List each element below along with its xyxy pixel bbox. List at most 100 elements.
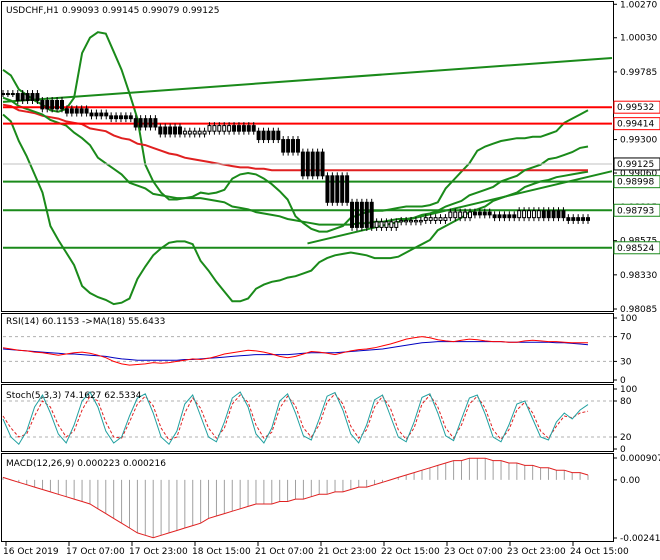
- candle-body: [241, 125, 246, 132]
- candle-body: [443, 217, 448, 221]
- candle-body: [35, 93, 40, 102]
- candle-body: [531, 210, 536, 219]
- candle-body: [458, 211, 463, 219]
- candle-body: [541, 210, 546, 219]
- main-pane-frame: [1, 1, 614, 312]
- current-price-label: 0.99125: [617, 160, 654, 170]
- candle-body: [586, 217, 590, 221]
- time-axis: 16 Oct 2019 17 Oct 07:00 17 Oct 23:00 18 Oc…: [3, 542, 629, 557]
- header-ohlc: 0.99093 0.99145 0.99079 0.99125: [62, 6, 219, 16]
- candle-body: [300, 151, 305, 177]
- candle-body: [50, 100, 55, 110]
- candle-body: [536, 210, 541, 219]
- candle-body: [340, 175, 345, 203]
- candle-body: [320, 151, 325, 177]
- resistance-label-box: [613, 100, 660, 114]
- candle-body: [266, 130, 271, 141]
- stoch-axis: 100 80 20 0: [613, 385, 637, 455]
- candle-body: [40, 100, 45, 110]
- rsi-axis-tick-label: 30: [620, 357, 632, 367]
- candle-body: [114, 115, 119, 120]
- candle-body: [551, 210, 556, 219]
- candle-body: [30, 93, 35, 102]
- candle-body: [25, 93, 30, 102]
- candle-body: [527, 210, 532, 219]
- candle-body: [463, 211, 468, 219]
- stoch-label: Stoch(5,3,3) 74.1627 62.5334: [6, 391, 142, 401]
- candle-body: [10, 93, 15, 96]
- candle-body: [123, 115, 128, 120]
- support-label: 0.98793: [617, 206, 654, 216]
- time-axis-label: 18 Oct 15:00: [192, 547, 251, 557]
- candle-body: [197, 130, 202, 135]
- support-label-box: [613, 203, 660, 217]
- support-label-box: [613, 175, 660, 189]
- main-axis-tick-label: 1.00030: [620, 34, 657, 44]
- time-axis-label: 24 Oct 15:00: [570, 547, 629, 557]
- candle-body: [359, 201, 364, 228]
- candle-body: [517, 210, 522, 219]
- candle-body: [20, 93, 25, 102]
- candle-body: [276, 130, 281, 141]
- rsi-line: [2, 336, 588, 366]
- time-axis-label: 23 Oct 23:00: [507, 547, 566, 557]
- candle-body: [571, 217, 576, 221]
- candle-body: [236, 125, 241, 132]
- main-axis-tick-label: 0.99785: [620, 68, 657, 78]
- candle-body: [192, 130, 197, 135]
- time-axis-label: 16 Oct 2019: [3, 547, 59, 557]
- time-axis-label: 21 Oct 23:00: [318, 547, 377, 557]
- candle-body: [477, 211, 482, 216]
- candle-body: [59, 100, 64, 110]
- candle-body: [418, 219, 423, 223]
- candle-body: [138, 118, 143, 128]
- support-resistance-levels: [3, 106, 612, 249]
- moving-averages: [2, 96, 589, 226]
- candle-body: [561, 210, 566, 219]
- candle-body: [99, 112, 104, 117]
- rsi-axis: 100 70 30 0: [613, 314, 637, 386]
- candle-body: [394, 221, 399, 228]
- candle-body: [1, 93, 5, 96]
- candle-body: [246, 125, 251, 132]
- main-axis-tick-label: 0.99060: [620, 169, 657, 179]
- stoch-axis-tick-label: 20: [620, 433, 632, 443]
- candle-body: [315, 151, 320, 177]
- candle-body: [507, 214, 512, 219]
- candle-body: [128, 115, 133, 120]
- candle-body: [512, 214, 517, 219]
- ma-mid-line: [2, 96, 589, 226]
- candle-body: [413, 219, 418, 223]
- macd-signal-line: [2, 457, 589, 539]
- candle-body: [251, 125, 256, 132]
- trend-lines: [2, 56, 613, 245]
- stoch-axis-tick-label: 80: [620, 397, 632, 407]
- candle-body: [217, 125, 222, 132]
- bollinger-lower-line: [2, 113, 589, 306]
- candle-body: [271, 130, 276, 141]
- candle-body: [468, 211, 473, 219]
- candle-body: [364, 201, 369, 228]
- candle-body: [369, 201, 374, 228]
- candle-body: [423, 217, 428, 221]
- candle-body: [55, 100, 60, 110]
- candle-body: [502, 214, 507, 219]
- support-label: 0.98998: [617, 178, 654, 188]
- candle-body: [153, 118, 158, 128]
- main-axis-tick-label: 0.98330: [620, 271, 657, 281]
- candle-body: [374, 221, 379, 228]
- candle-body: [546, 210, 551, 219]
- candle-body: [79, 108, 84, 114]
- resistance-label-box: [613, 117, 660, 131]
- candle-body: [482, 211, 487, 216]
- time-axis-label: 22 Oct 15:00: [381, 547, 440, 557]
- time-axis-label: 23 Oct 07:00: [444, 547, 503, 557]
- candle-body: [310, 151, 315, 177]
- candle-body: [212, 125, 217, 132]
- main-axis-tick-label: 1.00270: [620, 0, 657, 10]
- candle-body: [379, 221, 384, 228]
- candle-body: [232, 125, 237, 132]
- candle-body: [389, 221, 394, 228]
